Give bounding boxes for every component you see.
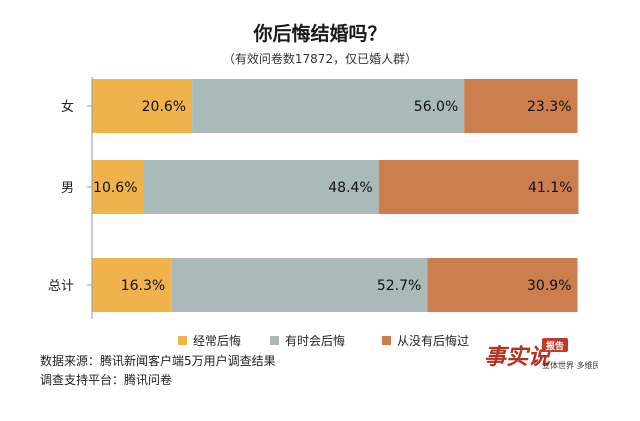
bar-segment xyxy=(171,258,428,312)
brand-logo: 事实说 报告 立体世界 多维民意 xyxy=(482,334,609,382)
data-label: 16.3% xyxy=(121,278,165,294)
legend-label: 经常后悔 xyxy=(193,333,241,348)
category-label: 总计 xyxy=(48,279,74,294)
legend-label: 从没有后悔过 xyxy=(397,333,469,348)
data-label: 48.4% xyxy=(328,180,372,196)
logo-badge-text: 报告 xyxy=(546,340,564,352)
data-label: 41.1% xyxy=(528,180,572,196)
bar-segment xyxy=(143,160,379,214)
data-source-note: 数据来源：腾讯新闻客户端5万用户调查结果 xyxy=(40,354,276,368)
bar-segment xyxy=(378,160,579,214)
bar-segment xyxy=(192,79,465,133)
logo-slogan: 立体世界 多维民意 xyxy=(542,360,598,370)
data-label: 56.0% xyxy=(414,99,458,115)
category-label: 男 xyxy=(61,181,74,196)
bar-segment xyxy=(92,79,193,133)
logo-main-text: 事实说 xyxy=(484,344,552,370)
bar-segment xyxy=(464,79,578,133)
bar-segment xyxy=(92,258,172,312)
bar-segment xyxy=(92,160,144,214)
data-label: 30.9% xyxy=(527,278,571,294)
chart-title: 你后悔结婚吗？ xyxy=(252,22,386,45)
data-label: 23.3% xyxy=(527,99,571,115)
survey-platform-note: 调查支持平台：腾讯问卷 xyxy=(40,373,173,387)
legend-swatch xyxy=(382,336,391,345)
category-label: 女 xyxy=(61,99,74,115)
data-label: 20.6% xyxy=(142,99,186,115)
data-label: 52.7% xyxy=(377,278,421,294)
data-label: 10.6% xyxy=(93,180,137,196)
legend-swatch xyxy=(178,336,187,345)
legend-swatch xyxy=(270,336,279,345)
logo-badge-bg xyxy=(542,338,568,352)
chart-subtitle: （有效问卷数17872，仅已婚人群） xyxy=(223,51,417,66)
legend-label: 有时会后悔 xyxy=(285,333,345,348)
bar-segment xyxy=(427,258,578,312)
